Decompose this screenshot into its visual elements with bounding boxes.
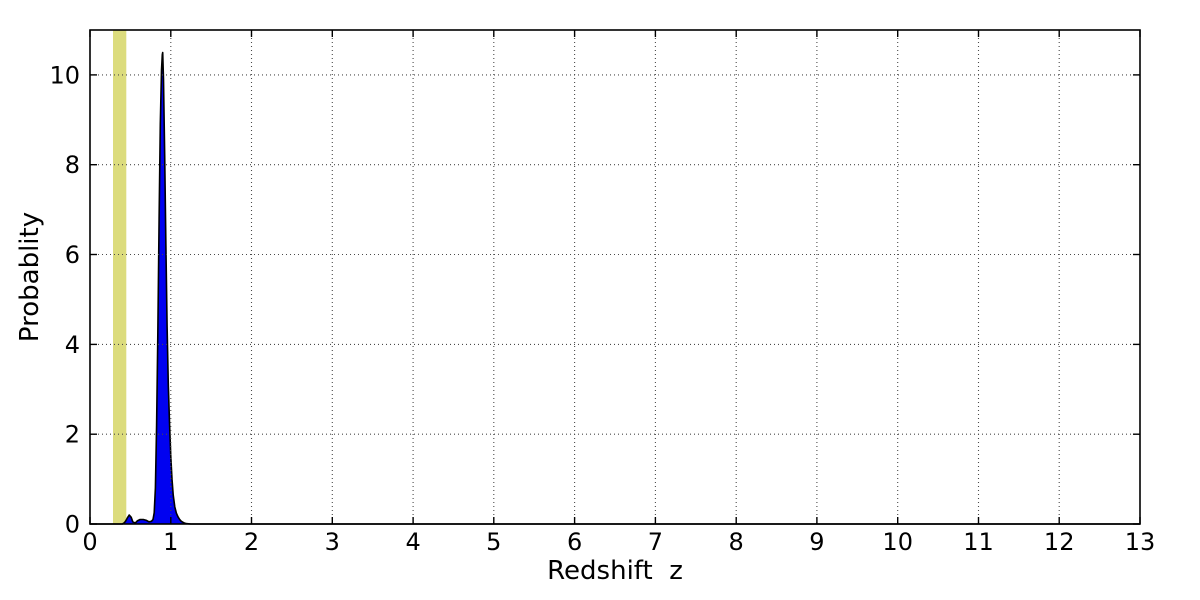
y-tick-label-0: 0 <box>65 511 80 539</box>
x-tick-label-9: 9 <box>809 528 824 556</box>
y-tick-label-4: 4 <box>65 331 80 359</box>
y-tick-label-10: 10 <box>49 61 80 89</box>
x-tick-label-6: 6 <box>567 528 582 556</box>
x-tick-label-1: 1 <box>163 528 178 556</box>
y-tick-label-2: 2 <box>65 421 80 449</box>
x-tick-label-10: 10 <box>882 528 913 556</box>
x-tick-label-11: 11 <box>963 528 994 556</box>
x-tick-label-8: 8 <box>729 528 744 556</box>
axes-frame <box>89 29 1141 525</box>
y-tick-label-8: 8 <box>65 151 80 179</box>
x-tick-label-4: 4 <box>405 528 420 556</box>
x-tick-label-7: 7 <box>648 528 663 556</box>
vertical-highlight-band <box>113 30 127 524</box>
x-tick-label-13: 13 <box>1125 528 1156 556</box>
redshift-probability-distribution <box>90 51 1140 525</box>
x-axis-label: Redshift z <box>547 556 683 586</box>
x-tick-label-0: 0 <box>82 528 97 556</box>
x-tick-label-3: 3 <box>325 528 340 556</box>
x-tick-label-2: 2 <box>244 528 259 556</box>
x-tick-label-5: 5 <box>486 528 501 556</box>
y-tick-label-6: 6 <box>65 241 80 269</box>
y-axis-label: Probablity <box>15 211 45 343</box>
x-tick-label-12: 12 <box>1044 528 1075 556</box>
